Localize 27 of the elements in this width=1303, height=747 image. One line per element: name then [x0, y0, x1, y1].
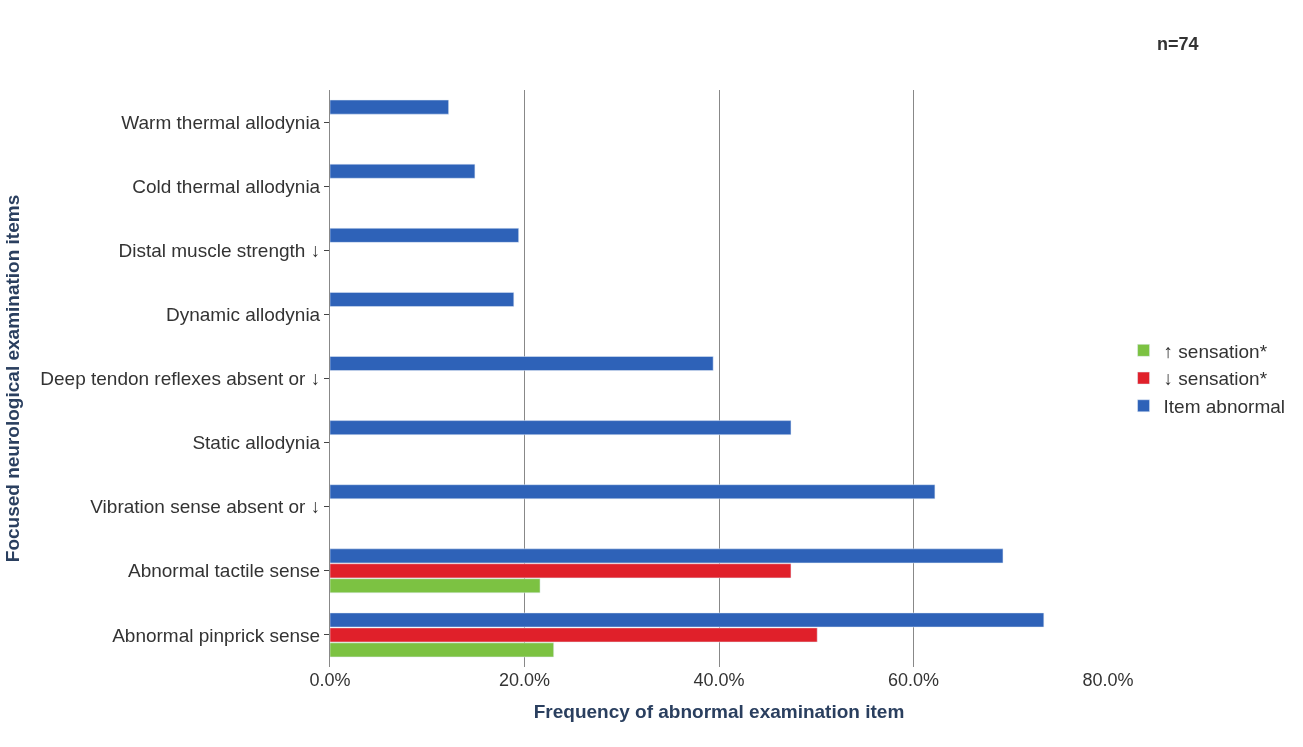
- y-axis-title: Focused neurological examination items: [2, 194, 24, 563]
- bar: [330, 292, 515, 307]
- bar: [330, 420, 792, 435]
- legend-label: ↓ sensation*: [1163, 368, 1268, 390]
- y-tick-label: Distal muscle strength ↓: [118, 239, 321, 261]
- y-tick-label: Vibration sense absent or ↓: [90, 496, 321, 518]
- y-tick-label: Warm thermal allodynia: [121, 111, 321, 133]
- y-tick-label: Abnormal pinprick sense: [112, 624, 321, 646]
- legend-label: ↑ sensation*: [1163, 340, 1268, 362]
- bar: [330, 228, 519, 243]
- bar: [330, 484, 936, 500]
- x-tick-label: 40.0%: [693, 670, 745, 690]
- x-tick-label: 60.0%: [887, 670, 940, 690]
- y-tick-label: Static allodynia: [192, 432, 321, 454]
- bar: [330, 99, 449, 115]
- x-tick-label: 80.0%: [1082, 670, 1134, 690]
- y-tick-label: Deep tendon reflexes absent or ↓: [40, 368, 321, 390]
- x-tick-label: 20.0%: [498, 670, 551, 690]
- y-tick-label: Abnormal tactile sense: [127, 560, 321, 582]
- x-tick-label: 0.0%: [309, 670, 351, 690]
- text: n=74: [1157, 34, 1199, 54]
- legend-label: Item abnormal: [1163, 396, 1286, 418]
- y-tick-label: Dynamic allodynia: [166, 304, 321, 326]
- bar: [330, 163, 476, 179]
- bar: [330, 356, 714, 371]
- y-tick-label: Cold thermal allodynia: [132, 175, 321, 197]
- x-axis-title: Frequency of abnormal examination item: [533, 700, 905, 722]
